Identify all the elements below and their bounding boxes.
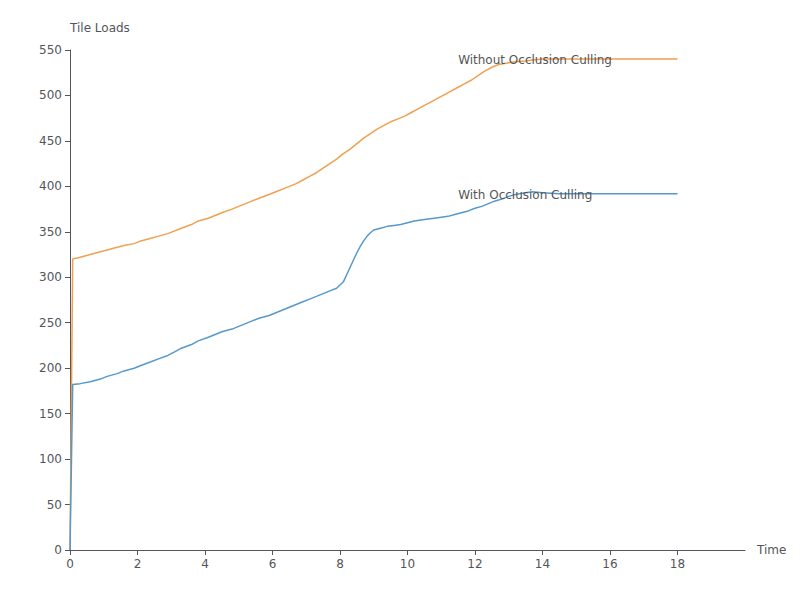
svg-text:450: 450 <box>39 134 62 148</box>
svg-text:18: 18 <box>670 557 685 571</box>
svg-text:10: 10 <box>400 557 415 571</box>
svg-text:200: 200 <box>39 361 62 375</box>
svg-text:14: 14 <box>535 557 550 571</box>
svg-text:With Occlusion Culling: With Occlusion Culling <box>458 188 592 202</box>
svg-text:250: 250 <box>39 316 62 330</box>
svg-text:Tile Loads: Tile Loads <box>69 21 130 35</box>
svg-text:100: 100 <box>39 452 62 466</box>
svg-text:500: 500 <box>39 88 62 102</box>
svg-text:16: 16 <box>602 557 617 571</box>
svg-text:8: 8 <box>336 557 344 571</box>
svg-text:0: 0 <box>54 543 62 557</box>
svg-text:Without Occlusion Culling: Without Occlusion Culling <box>458 53 612 67</box>
svg-text:300: 300 <box>39 270 62 284</box>
svg-text:0: 0 <box>66 557 74 571</box>
svg-text:Time: Time <box>756 543 786 557</box>
svg-text:12: 12 <box>467 557 482 571</box>
svg-text:350: 350 <box>39 225 62 239</box>
svg-text:400: 400 <box>39 179 62 193</box>
svg-text:550: 550 <box>39 43 62 57</box>
svg-text:150: 150 <box>39 407 62 421</box>
svg-text:4: 4 <box>201 557 209 571</box>
svg-text:2: 2 <box>134 557 142 571</box>
svg-text:50: 50 <box>47 498 62 512</box>
svg-text:6: 6 <box>269 557 277 571</box>
